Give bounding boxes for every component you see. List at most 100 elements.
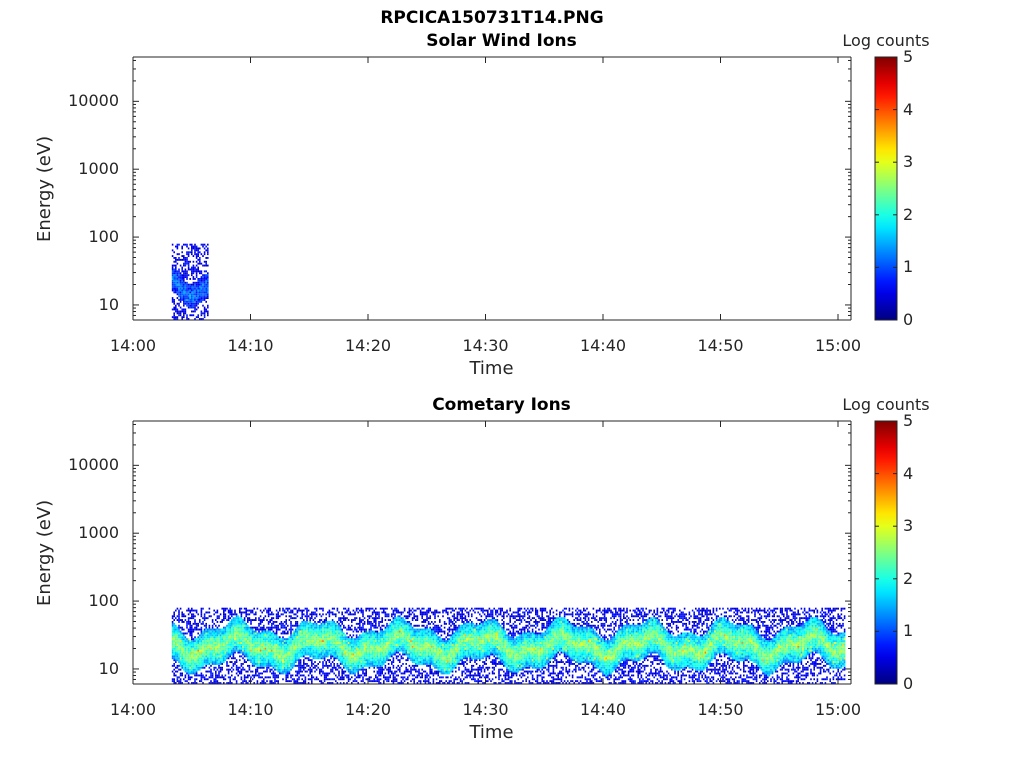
heatmap-cell: [271, 611, 273, 614]
heatmap-cell: [383, 668, 385, 671]
heatmap-cell: [187, 661, 190, 663]
heatmap-cell: [235, 664, 238, 667]
heatmap-cell: [378, 666, 380, 669]
heatmap-cell: [389, 659, 391, 662]
heatmap-cell: [205, 300, 207, 303]
heatmap-cell: [199, 649, 201, 652]
heatmap-cell: [378, 651, 380, 654]
heatmap-cell: [303, 666, 305, 669]
heatmap-cell: [178, 289, 180, 292]
heatmap-cell: [344, 607, 347, 610]
heatmap-cell: [279, 638, 281, 641]
heatmap-cell: [295, 655, 297, 658]
heatmap-cell: [322, 649, 324, 652]
heatmap-cell: [216, 647, 219, 650]
heatmap-cell: [195, 295, 198, 298]
heatmap-cell: [205, 655, 207, 658]
heatmap-cell: [365, 653, 367, 656]
heatmap-cell: [397, 615, 399, 618]
heatmap-cell: [368, 647, 371, 650]
heatmap-cell: [202, 295, 204, 298]
heatmap-cell: [271, 655, 273, 658]
heatmap-cell: [211, 663, 214, 665]
heatmap-cell: [181, 643, 183, 646]
heatmap-cell: [250, 649, 252, 652]
heatmap-cell: [255, 640, 257, 642]
heatmap-cell: [331, 647, 334, 650]
heatmap-cell: [322, 642, 324, 644]
heatmap-cell: [223, 657, 225, 660]
heatmap-cell: [191, 247, 193, 250]
heatmap-cell: [189, 297, 191, 299]
heatmap-cell: [277, 670, 279, 673]
heatmap-cell: [367, 642, 369, 644]
heatmap-cell: [387, 626, 390, 629]
heatmap-cell: [399, 643, 401, 646]
heatmap-cell: [407, 651, 409, 654]
heatmap-cell: [279, 655, 281, 658]
heatmap-cell: [283, 632, 286, 635]
heatmap-cell: [335, 615, 337, 618]
heatmap-cell: [371, 659, 374, 662]
heatmap-cell: [399, 645, 401, 648]
heatmap-cell: [253, 643, 255, 646]
heatmap-cell: [306, 645, 308, 648]
heatmap-cell: [175, 316, 177, 319]
heatmap-cell: [309, 630, 311, 633]
heatmap-cell: [191, 638, 193, 641]
heatmap-cell: [330, 643, 332, 646]
heatmap-cell: [288, 668, 291, 671]
heatmap-cell: [359, 638, 361, 641]
heatmap-cell: [395, 621, 398, 623]
heatmap-cell: [338, 638, 340, 641]
heatmap-cell: [264, 682, 267, 684]
heatmap-cell: [312, 619, 315, 621]
heatmap-cell: [171, 638, 174, 641]
heatmap-cell: [408, 607, 411, 610]
heatmap-cell: [192, 264, 195, 267]
heatmap-cell: [352, 630, 355, 633]
heatmap-cell: [299, 661, 302, 663]
heatmap-cell: [290, 674, 292, 677]
heatmap-cell: [259, 615, 262, 618]
heatmap-cell: [203, 293, 206, 296]
heatmap-cell: [379, 643, 382, 646]
heatmap-cell: [251, 636, 254, 639]
heatmap-cell: [183, 643, 185, 646]
heatmap-cell: [207, 663, 209, 665]
heatmap-cell: [202, 651, 204, 654]
heatmap-cell: [283, 668, 286, 671]
heatmap-cell: [215, 638, 217, 641]
heatmap-cell: [335, 622, 337, 625]
heatmap-cell: [211, 626, 214, 629]
heatmap-cell: [245, 682, 247, 684]
heatmap-cell: [311, 680, 313, 683]
heatmap-cell: [253, 640, 255, 642]
heatmap-cell: [379, 657, 382, 660]
heatmap-cell: [320, 640, 323, 642]
heatmap-cell: [306, 657, 308, 660]
heatmap-cell: [207, 312, 209, 315]
heatmap-cell: [399, 638, 401, 641]
heatmap-cell: [311, 678, 313, 681]
heatmap-cell: [186, 653, 188, 656]
heatmap-cell: [296, 630, 299, 633]
heatmap-cell: [216, 621, 219, 623]
heatmap-cell: [235, 647, 238, 650]
heatmap-cell: [231, 661, 233, 663]
heatmap-cell: [411, 659, 414, 662]
heatmap-cell: [339, 640, 342, 642]
heatmap-cell: [402, 649, 404, 652]
heatmap-cell: [184, 619, 187, 621]
heatmap-cell: [258, 619, 260, 621]
heatmap-cell: [178, 258, 180, 261]
heatmap-cell: [218, 636, 220, 639]
heatmap-cell: [301, 628, 303, 631]
heatmap-cell: [179, 289, 182, 292]
heatmap-cell: [317, 636, 319, 639]
heatmap-cell: [207, 295, 209, 298]
heatmap-cell: [208, 663, 211, 665]
heatmap-cell: [195, 682, 198, 684]
heatmap-cell: [248, 636, 251, 639]
heatmap-cell: [263, 636, 265, 639]
